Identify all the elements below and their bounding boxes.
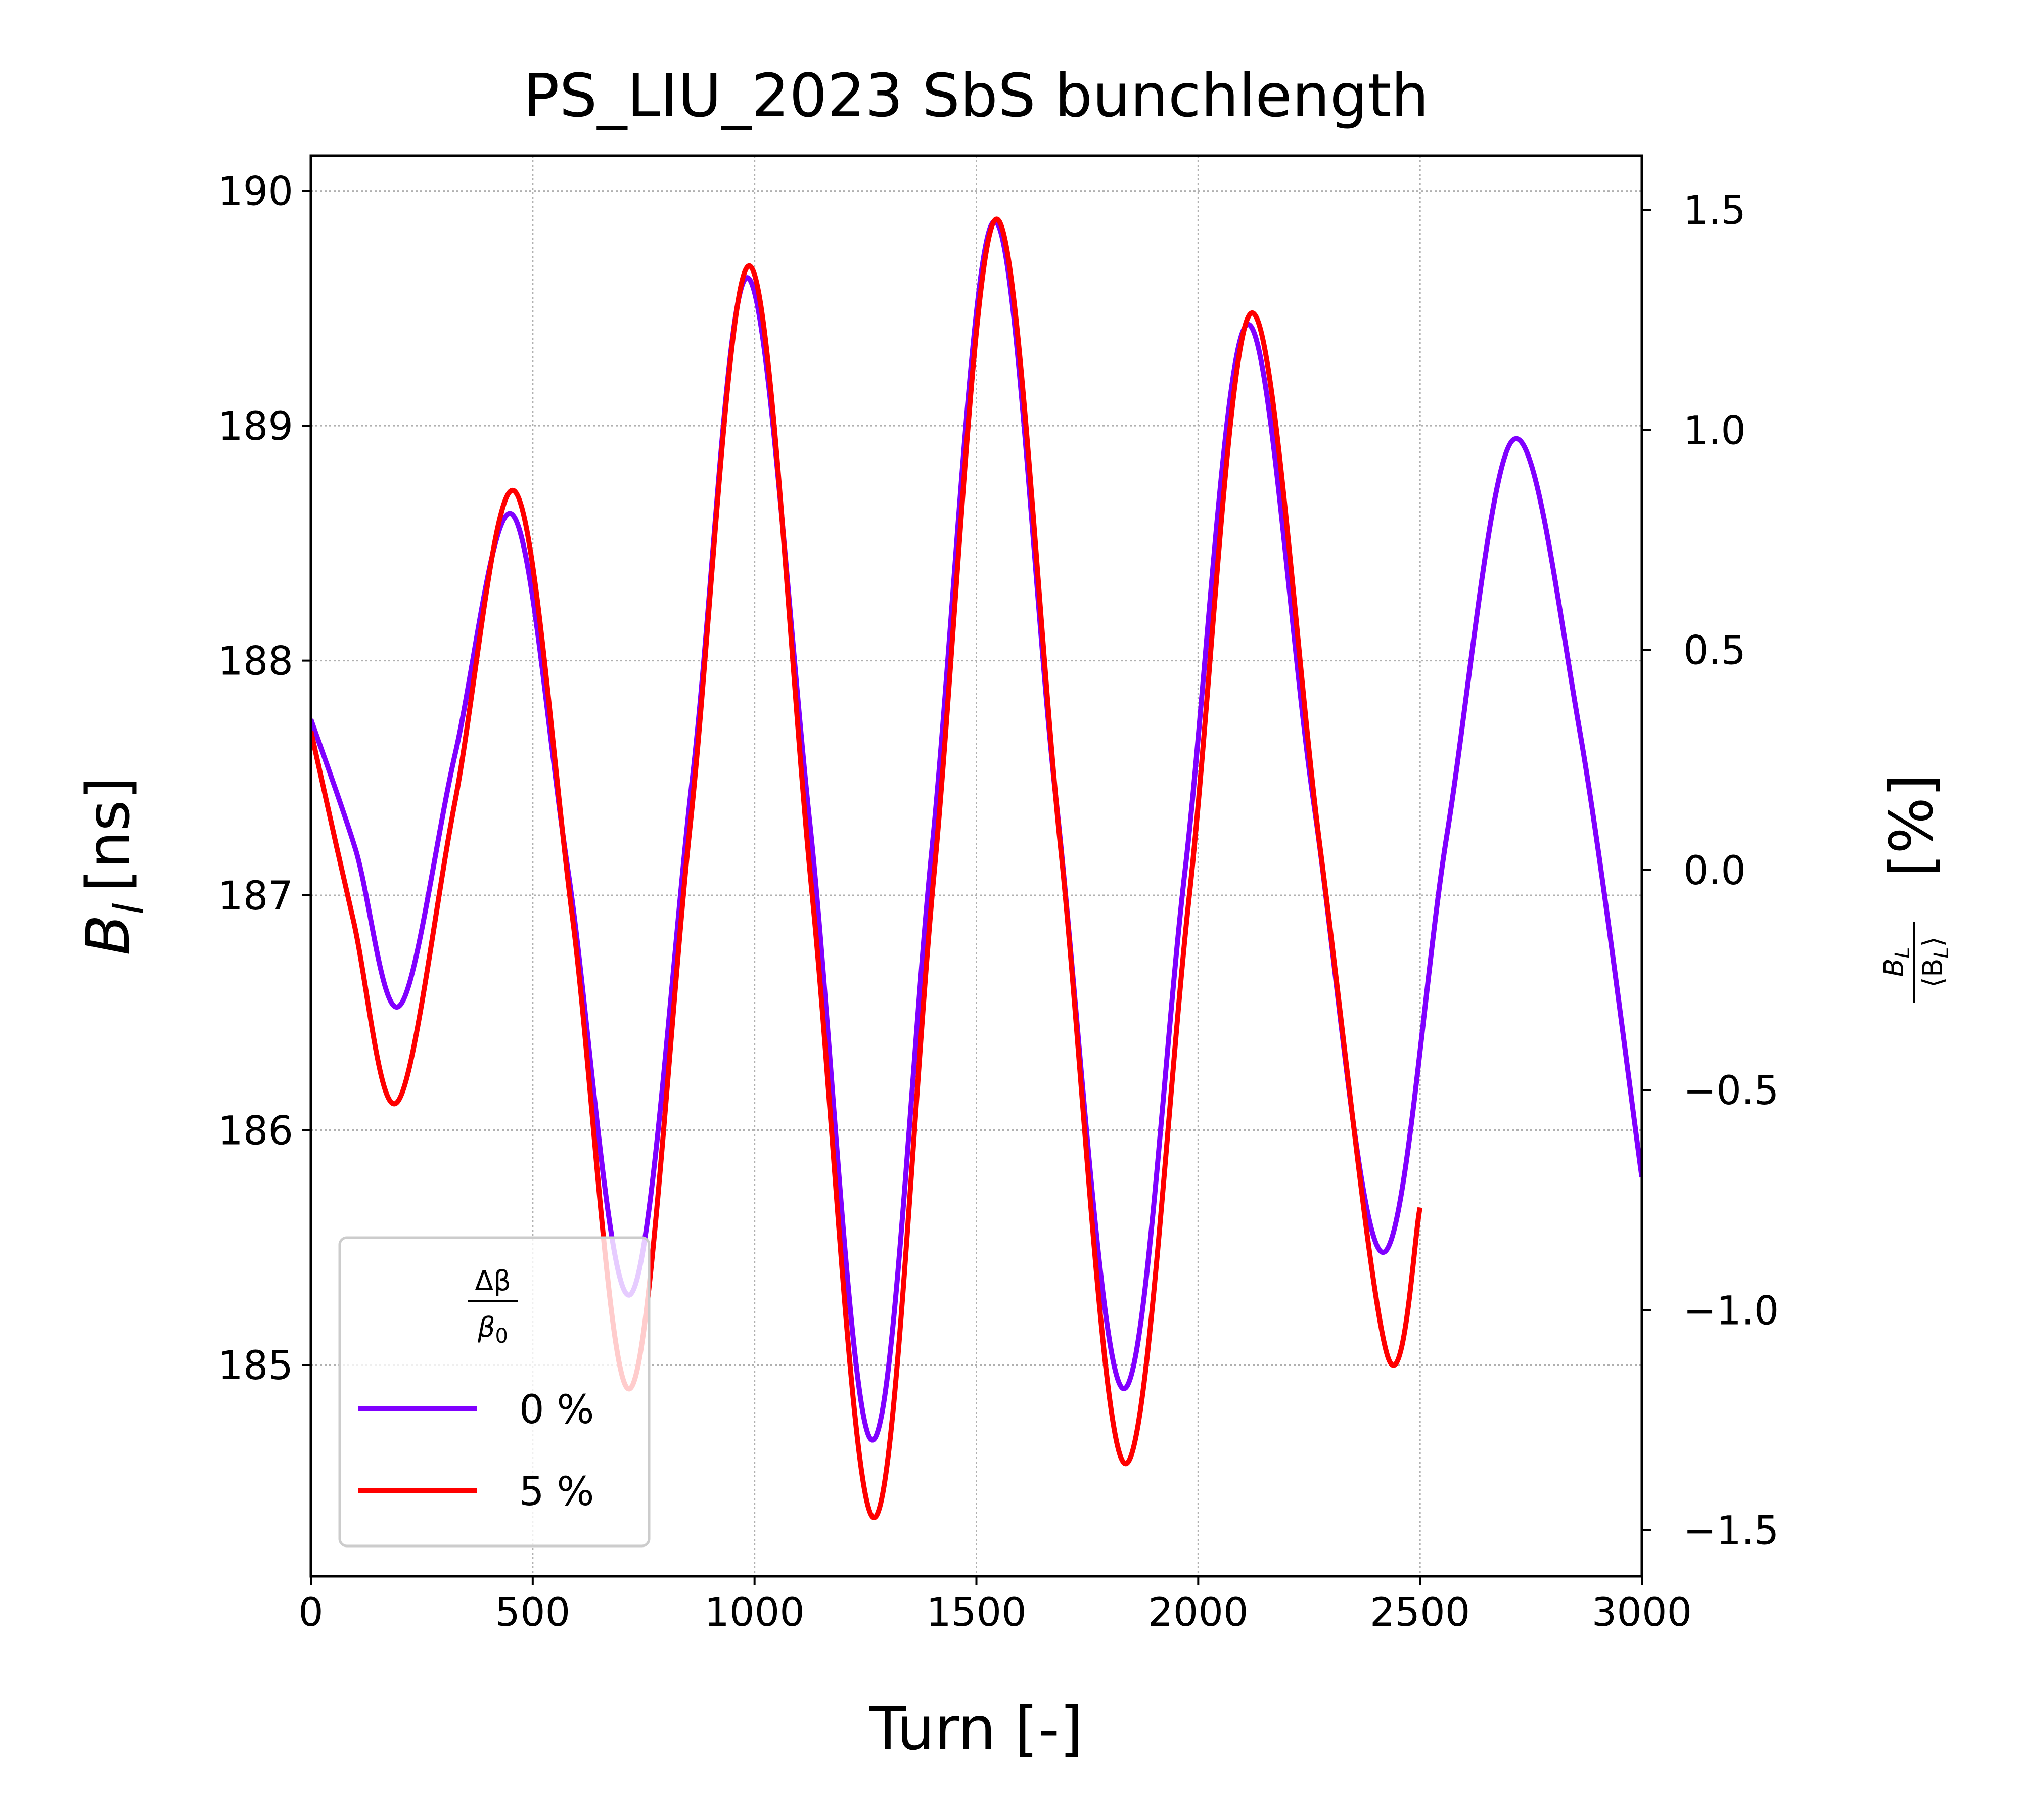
y-axis-label: Bl[ns] — [73, 777, 153, 956]
y-tick-label: 190 — [218, 169, 293, 215]
x-tick-label: 1000 — [704, 1590, 805, 1635]
svg-text:⟨BL⟩: ⟨BL⟩ — [1917, 936, 1953, 988]
series-line-1 — [311, 216, 1423, 1520]
legend-label: 0 % — [519, 1387, 594, 1433]
legend-item-1: 5 % — [358, 1469, 594, 1515]
legend-item-0: 0 % — [358, 1387, 594, 1433]
legend-box — [338, 1236, 651, 1548]
x-tick-label: 2000 — [1148, 1590, 1249, 1635]
svg-text:BL: BL — [1878, 947, 1914, 977]
x-tick-label: 1500 — [926, 1590, 1027, 1635]
y-tick-label: 189 — [218, 404, 293, 449]
y2-tick-label: 1.5 — [1683, 188, 1746, 234]
grid-lines — [311, 156, 1642, 1576]
chart-title: PS_LIU_2023 SbS bunchlength — [523, 61, 1429, 130]
y-axis-ticks: 185 186 187 188 189 190 — [218, 169, 311, 1389]
y2-tick-label: 0.0 — [1683, 848, 1746, 894]
svg-text:Δβ: Δβ — [475, 1265, 511, 1297]
y-tick-label: 185 — [218, 1343, 293, 1389]
y2-tick-label: 0.5 — [1683, 628, 1746, 674]
x-tick-label: 3000 — [1592, 1590, 1692, 1635]
svg-text:β0: β0 — [477, 1311, 508, 1348]
y2-axis-ticks: −1.5 −1.0 −0.5 0.0 0.5 1.0 1.5 — [1642, 188, 1779, 1554]
x-axis-label: Turn [-] — [869, 1694, 1083, 1763]
y2-tick-label: −1.0 — [1683, 1288, 1779, 1334]
x-axis-ticks: 0 500 1000 1500 2000 2500 3000 — [298, 1576, 1692, 1635]
y2-axis-label: BL ⟨BL⟩ [%] — [1876, 774, 1953, 1003]
series-lines — [311, 216, 1642, 1520]
y2-tick-label: −0.5 — [1683, 1068, 1779, 1114]
legend: Δβ β0 0 % 5 % — [338, 1236, 651, 1548]
y-tick-label: 187 — [218, 874, 293, 919]
svg-text:Bl[ns]: Bl[ns] — [73, 777, 153, 956]
x-tick-label: 500 — [495, 1590, 570, 1635]
y2-tick-label: 1.0 — [1683, 408, 1746, 453]
y-tick-label: 186 — [218, 1109, 293, 1154]
legend-title: Δβ β0 — [468, 1265, 518, 1348]
y-tick-label: 188 — [218, 639, 293, 685]
legend-label: 5 % — [519, 1469, 594, 1515]
x-tick-label: 0 — [298, 1590, 324, 1635]
x-tick-label: 2500 — [1370, 1590, 1470, 1635]
svg-text:[%]: [%] — [1876, 774, 1946, 877]
y2-tick-label: −1.5 — [1683, 1509, 1779, 1554]
